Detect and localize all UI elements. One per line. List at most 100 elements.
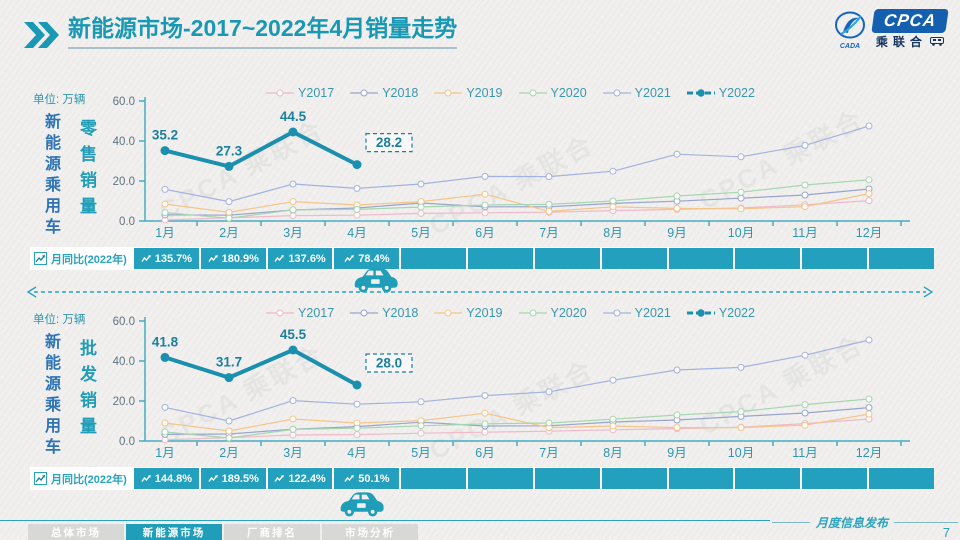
caption-line [772, 522, 810, 523]
svg-text:4月: 4月 [347, 226, 366, 240]
chart-legend: Y2017 Y2018 Y2019 Y2020 Y2021 Y2022 [160, 306, 860, 320]
yoy-cell-7 [534, 468, 600, 489]
legend-swatch-icon [350, 89, 379, 97]
yoy-cell-12 [869, 248, 934, 269]
svg-text:41.8: 41.8 [152, 334, 179, 349]
yoy-cells: 135.7% 180.9% 137.6% 78.4% [134, 248, 934, 269]
legend-item-y2019[interactable]: Y2019 [433, 86, 503, 100]
svg-text:35.2: 35.2 [152, 128, 178, 143]
svg-text:12月: 12月 [856, 446, 882, 460]
footer-tabs: 总体市场 新能源市场 厂商排名 市场分析 [28, 524, 418, 540]
svg-text:3月: 3月 [283, 446, 302, 460]
svg-text:12月: 12月 [856, 226, 882, 240]
yoy-bar: 月同比(2022年) 135.7% 180.9% 137.6% 78.4% [30, 247, 934, 270]
legend-item-y2021[interactable]: Y2021 [602, 306, 671, 320]
yoy-cell-8 [601, 468, 667, 489]
yoy-cell-4: 50.1% [334, 468, 400, 489]
legend-swatch-icon [518, 309, 547, 317]
vehicle-category-label: 新能源乘用车 [42, 113, 59, 239]
caption-line [894, 522, 958, 523]
svg-text:40.0: 40.0 [113, 136, 135, 148]
svg-text:11月: 11月 [792, 226, 817, 240]
slide-header: 新能源市场-2017~2022年4月销量走势 [24, 15, 458, 50]
svg-text:7月: 7月 [539, 446, 558, 460]
yoy-label: 月同比(2022年) [30, 251, 134, 267]
svg-text:0.0: 0.0 [119, 216, 135, 228]
legend-item-y2022[interactable]: Y2022 [686, 306, 755, 320]
svg-text:20.0: 20.0 [113, 176, 135, 188]
legend-item-y2020[interactable]: Y2020 [518, 86, 587, 100]
yoy-cell-10 [735, 468, 801, 489]
yoy-cell-3: 122.4% [267, 468, 333, 489]
measure-label-retail: 零售销量 [77, 119, 96, 223]
measure-label-wholesale: 批发销量 [77, 339, 96, 443]
legend-swatch-icon [602, 89, 631, 97]
svg-text:60.0: 60.0 [113, 96, 135, 108]
car-glyph-icon [354, 268, 398, 293]
double-chevron-icon [24, 22, 59, 48]
page-title: 新能源市场-2017~2022年4月销量走势 [68, 15, 458, 50]
footer-tab-1[interactable]: 总体市场 [28, 524, 124, 540]
footer-tab-3[interactable]: 厂商排名 [224, 524, 320, 540]
svg-text:3月: 3月 [283, 226, 302, 240]
legend-item-y2020[interactable]: Y2020 [518, 306, 587, 320]
mini-bus-icon [929, 37, 944, 46]
yoy-cell-5 [401, 248, 467, 269]
legend-item-y2019[interactable]: Y2019 [433, 306, 503, 320]
legend-item-y2018[interactable]: Y2018 [349, 86, 418, 100]
trend-icon [34, 472, 47, 485]
vehicle-category-label: 新能源乘用车 [42, 333, 59, 459]
svg-text:31.7: 31.7 [216, 355, 242, 370]
svg-text:7月: 7月 [539, 226, 558, 240]
retail-chart-panel: 单位: 万辆 新能源乘用车 零售销量 Y2017 Y2018 Y2019 Y20… [0, 85, 960, 290]
legend-swatch-icon [686, 309, 715, 317]
legend-item-y2021[interactable]: Y2021 [602, 86, 671, 100]
yoy-cell-1: 135.7% [134, 248, 199, 269]
footer-tab-4[interactable]: 市场分析 [322, 524, 418, 540]
legend-item-y2017[interactable]: Y2017 [265, 306, 334, 320]
svg-text:1月: 1月 [155, 446, 174, 460]
svg-text:CADA: CADA [840, 43, 860, 50]
chart-plot-retail: 0.0 20.0 40.0 60.0 1月 2月 3月 4月 5月 6月 7月 8月 9月 10月 11月 1… [113, 96, 910, 240]
svg-text:0.0: 0.0 [119, 436, 135, 448]
up-arrow-icon [208, 475, 218, 482]
yoy-cell-2: 189.5% [200, 468, 266, 489]
legend-swatch-icon [518, 89, 547, 97]
up-arrow-icon [344, 255, 355, 262]
car-glyph-icon [340, 492, 384, 517]
up-arrow-icon [208, 255, 218, 262]
yoy-cell-2: 180.9% [200, 248, 266, 269]
footer-tab-2[interactable]: 新能源市场 [126, 524, 222, 540]
yoy-cell-7 [534, 248, 600, 269]
trend-icon [34, 252, 47, 265]
cpca-emblem-icon: CADA [834, 11, 865, 50]
wholesale-chart-panel: 单位: 万辆 新能源乘用车 批发销量 Y2017 Y2018 Y2019 Y20… [0, 305, 960, 510]
svg-text:5月: 5月 [411, 446, 430, 460]
yoy-cell-1: 144.8% [134, 468, 199, 489]
legend-swatch-icon [266, 309, 295, 317]
svg-text:40.0: 40.0 [113, 356, 135, 368]
legend-item-y2018[interactable]: Y2018 [349, 306, 418, 320]
title-suffix: -2017~2022年4月销量走势 [183, 15, 458, 41]
svg-text:9月: 9月 [667, 446, 686, 460]
chart-legend: Y2017 Y2018 Y2019 Y2020 Y2021 Y2022 [160, 86, 860, 100]
up-arrow-icon [141, 255, 151, 262]
cpca-wordmark: CPCA [872, 10, 948, 32]
svg-text:6月: 6月 [475, 226, 494, 240]
footer-divider [0, 520, 770, 521]
up-arrow-icon [274, 255, 285, 262]
svg-text:11月: 11月 [792, 446, 817, 460]
car-icon [336, 490, 386, 523]
chart-plot-wholesale: 0.0 20.0 40.0 60.0 1月 2月 3月 4月 5月 6月 7月 8月 9月 10月 11月 1… [113, 316, 910, 460]
svg-text:1月: 1月 [155, 226, 174, 240]
timeline-arrow [26, 286, 934, 298]
legend-swatch-icon [266, 89, 295, 97]
yoy-label: 月同比(2022年) [30, 471, 134, 487]
legend-item-y2022[interactable]: Y2022 [686, 86, 755, 100]
unit-label: 单位: 万辆 [33, 94, 86, 106]
yoy-cell-6 [468, 468, 533, 489]
unit-label: 单位: 万辆 [33, 314, 86, 326]
legend-item-y2017[interactable]: Y2017 [265, 86, 334, 100]
yoy-cell-6 [468, 248, 533, 269]
yoy-cell-9 [668, 248, 734, 269]
